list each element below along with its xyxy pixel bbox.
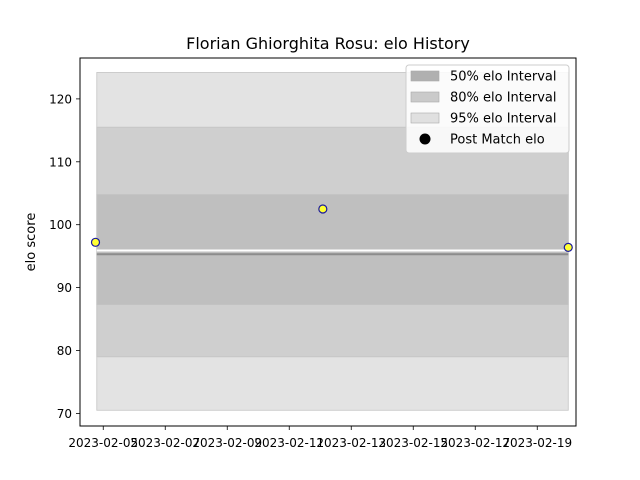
- legend-label: 95% elo Interval: [450, 112, 557, 127]
- legend-80-elo-interval-handle: [410, 91, 440, 103]
- x-tick-label: 2023-02-09: [192, 436, 262, 450]
- post-match-elo-point: [563, 242, 573, 252]
- x-tick-label: 2023-02-13: [316, 436, 386, 450]
- chart-title: Florian Ghiorghita Rosu: elo History: [186, 34, 470, 53]
- legend: 50% elo Interval 80% elo Interval 95% elo …: [405, 64, 570, 154]
- y-tick-label: 70: [57, 407, 72, 421]
- y-axis-label: elo score: [24, 213, 39, 272]
- x-tick-label: 2023-02-15: [378, 436, 448, 450]
- legend-label: 80% elo Interval: [450, 91, 557, 106]
- legend-box: [405, 64, 570, 154]
- y-tick-label: 110: [49, 155, 72, 169]
- legend-label: Post Match elo: [450, 133, 545, 148]
- legend-label: 50% elo Interval: [450, 70, 557, 85]
- post-match-elo-point: [318, 204, 328, 214]
- x-tick-label: 2023-02-17: [440, 436, 510, 450]
- x-tick-label: 2023-02-07: [130, 436, 200, 450]
- y-tick-label: 100: [49, 218, 72, 232]
- x-tick-label: 2023-02-05: [68, 436, 138, 450]
- axes-frame: [79, 57, 577, 427]
- legend-95-elo-interval-handle: [410, 112, 440, 124]
- axes: 2023-02-052023-02-072023-02-092023-02-11…: [49, 92, 572, 450]
- x-tick-label: 2023-02-19: [502, 436, 572, 450]
- y-tick-label: 80: [57, 344, 72, 358]
- legend-50-elo-interval-handle: [410, 70, 440, 82]
- y-tick-label: 120: [49, 92, 72, 106]
- x-tick-label: 2023-02-11: [254, 436, 324, 450]
- legend-post-match-elo-handle: [419, 133, 431, 145]
- y-tick-label: 90: [57, 281, 72, 295]
- post-match-elo-point: [90, 237, 101, 247]
